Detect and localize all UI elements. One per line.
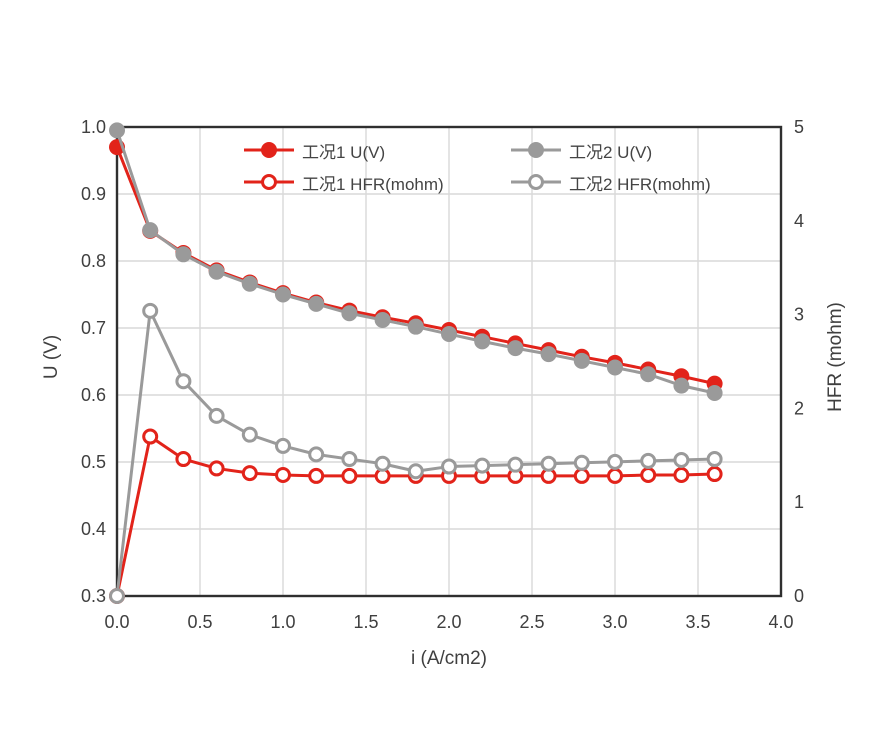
x-tick-label: 1.0 [270, 612, 295, 632]
series-marker-condition1-hfr [175, 451, 192, 468]
y-right-tick-label: 2 [794, 398, 804, 418]
y-right-tick-label: 1 [794, 492, 804, 512]
x-axis-title: i (A/cm2) [411, 648, 487, 669]
x-tick-label: 0.5 [187, 612, 212, 632]
series-marker-condition2-hfr [208, 407, 225, 424]
series-marker-condition1-hfr [142, 428, 159, 445]
series-marker-condition2-hfr [540, 455, 557, 472]
series-marker-condition2-hfr [673, 451, 690, 468]
y-left-tick-label: 0.9 [81, 184, 106, 204]
series-marker-condition2-hfr [142, 302, 159, 319]
legend-marker-open-circle [511, 174, 561, 190]
y-left-axis-title: U (V) [41, 334, 62, 380]
plot-border [115, 125, 783, 598]
series-marker-condition2-voltage [142, 222, 159, 239]
y-right-axis-title: HFR (mohm) [825, 302, 846, 412]
y-right-tick-label: 3 [794, 305, 804, 325]
series-marker-condition2-voltage [607, 359, 623, 376]
y-left-tick-label: 0.6 [81, 385, 106, 405]
series-marker-condition2-hfr [374, 455, 391, 472]
series-marker-condition2-voltage [208, 263, 225, 280]
legend-label: 工况2 HFR(mohm) [569, 174, 711, 194]
series-marker-condition2-voltage [441, 326, 457, 343]
series-marker-condition1-hfr [341, 467, 358, 484]
legend-marker-filled-circle [244, 142, 294, 158]
series-marker-condition2-voltage [507, 340, 524, 357]
series-marker-condition2-voltage [341, 305, 358, 322]
series-marker-condition2-hfr [109, 588, 125, 604]
series-marker-condition2-voltage [407, 318, 424, 335]
series-marker-condition2-voltage [175, 246, 192, 263]
x-tick-label: 3.5 [685, 612, 710, 632]
series-marker-condition2-voltage [540, 346, 557, 363]
legend-label: 工况1 U(V) [302, 142, 386, 162]
series-marker-condition2-hfr [407, 463, 424, 480]
legend-marker-open-circle [244, 174, 294, 190]
legend-item-condition2-voltage: 工况2 U(V) [510, 138, 711, 163]
series-marker-condition2-hfr [341, 451, 358, 468]
legend-label: 工况2 U(V) [569, 142, 653, 162]
series-marker-condition2-hfr [706, 451, 723, 468]
series-marker-condition2-voltage [474, 333, 491, 350]
series-marker-condition1-hfr [308, 467, 325, 484]
series-marker-condition2-hfr [507, 456, 524, 473]
y-left-tick-label: 0.4 [81, 519, 106, 539]
x-tick-label: 1.5 [353, 612, 378, 632]
legend-marker-filled-circle [511, 142, 561, 158]
series-marker-condition2-voltage [241, 275, 258, 292]
x-tick-label: 2.5 [519, 612, 544, 632]
x-tick-label: 4.0 [768, 612, 793, 632]
y-right-tick-label: 0 [794, 586, 804, 606]
y-left-tick-label: 1.0 [81, 117, 106, 137]
series-marker-condition1-hfr [640, 466, 657, 483]
series-marker-condition2-voltage [374, 311, 391, 328]
series-marker-condition2-voltage [308, 295, 325, 312]
series-marker-condition2-hfr [573, 454, 590, 471]
series-marker-condition2-voltage [275, 286, 291, 303]
series-marker-condition2-voltage [706, 384, 723, 401]
series-marker-condition1-hfr [275, 466, 291, 483]
legend-item-condition2-hfr: 工况2 HFR(mohm) [510, 170, 711, 195]
series-marker-condition1-hfr [208, 460, 225, 477]
x-tick-label: 3.0 [602, 612, 627, 632]
legend: 工况1 U(V) 工况2 U(V) 工况1 HFR(mohm) 工况2 HFR(… [243, 138, 711, 195]
legend-label: 工况1 HFR(mohm) [302, 174, 444, 194]
series-marker-condition2-hfr [175, 373, 192, 390]
series-marker-condition1-hfr [706, 466, 723, 483]
series-line-condition2-hfr [115, 309, 717, 598]
y-left-tick-label: 0.5 [81, 452, 106, 472]
series-marker-condition2-hfr [308, 446, 325, 463]
series-marker-condition2-voltage [109, 122, 125, 139]
series-marker-condition1-hfr [241, 465, 258, 482]
series-marker-condition1-hfr [673, 466, 690, 483]
x-tick-label: 2.0 [436, 612, 461, 632]
y-right-tick-label: 4 [794, 211, 804, 231]
legend-item-condition1-voltage: 工况1 U(V) [243, 138, 510, 163]
series-marker-condition2-hfr [441, 458, 457, 475]
series-marker-condition2-voltage [673, 377, 690, 394]
series-marker-condition2-hfr [275, 437, 291, 454]
series-marker-condition2-voltage [573, 352, 590, 369]
series-marker-condition2-hfr [607, 453, 623, 470]
y-left-tick-label: 0.3 [81, 586, 106, 606]
series-marker-condition2-hfr [640, 452, 657, 469]
series-marker-condition2-hfr [474, 457, 491, 474]
series-marker-condition1-hfr [573, 467, 590, 484]
legend-item-condition1-hfr: 工况1 HFR(mohm) [243, 170, 510, 195]
y-left-tick-label: 0.8 [81, 251, 106, 271]
x-tick-label: 0.0 [104, 612, 129, 632]
y-left-tick-label: 0.7 [81, 318, 106, 338]
y-right-tick-label: 5 [794, 117, 804, 137]
series-marker-condition2-voltage [640, 366, 657, 383]
series-marker-condition1-hfr [607, 467, 623, 484]
series-marker-condition2-hfr [241, 426, 258, 443]
